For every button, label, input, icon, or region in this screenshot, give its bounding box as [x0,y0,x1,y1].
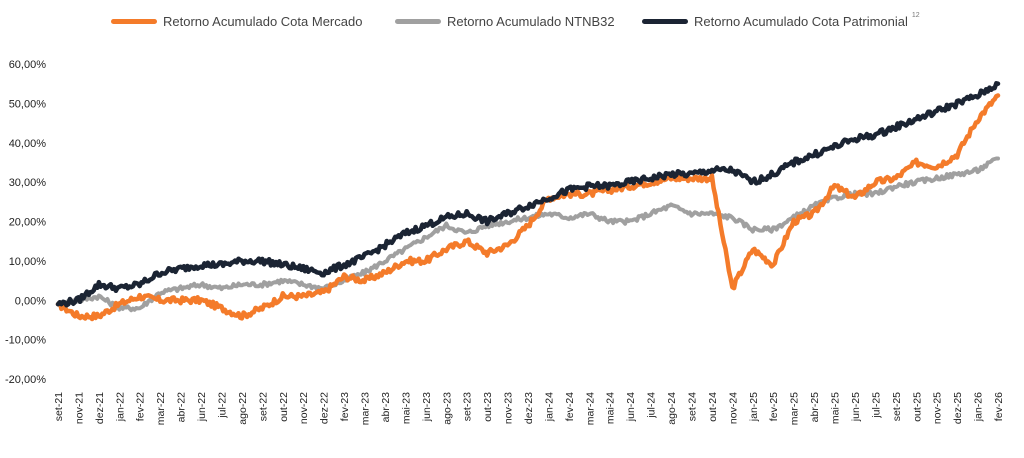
legend-item-cota-mercado: Retorno Acumulado Cota Mercado [111,11,362,31]
x-tick-label: nov-24 [727,392,739,424]
x-axis: set-21 nov-21 dez-21 jan-22 fev-22 mar-22 abr-… [53,392,1005,425]
y-tick-label: 0,00% [15,295,46,307]
x-tick-label: mai-23 [400,392,412,424]
legend-item-ntnb32: Retorno Acumulado NTNB32 [395,11,615,31]
x-tick-label: fev-25 [768,392,780,421]
x-tick-label: mar-23 [360,392,372,425]
x-tick-label: mar-24 [584,392,596,425]
y-tick-label: 20,00% [9,217,47,229]
x-tick-label: nov-25 [932,392,944,424]
x-tick-label: dez-22 [319,392,331,424]
x-tick-label: jul-24 [646,392,658,419]
x-tick-label: set-24 [686,392,698,421]
x-tick-label: mar-25 [789,392,801,425]
y-tick-label: 30,00% [9,177,47,189]
legend-label-ntnb32: Retorno Acumulado NTNB32 [447,13,615,29]
y-tick-label: 40,00% [9,138,47,150]
x-tick-label: ago-24 [666,392,678,425]
legend-label-cota-patrimonial: Retorno Acumulado Cota Patrimonial [694,13,908,29]
x-tick-label: out-23 [482,392,494,422]
x-tick-label: nov-22 [298,392,310,424]
x-tick-label: jun-24 [625,392,637,422]
y-tick-label: -20,00% [5,374,46,386]
y-axis: 60,00% 50,00% 40,00% 30,00% 20,00% 10,00% 0,00… [5,59,46,386]
y-tick-label: 60,00% [9,59,47,71]
x-tick-label: ago-22 [237,392,249,425]
x-tick-label: jan-25 [748,392,760,422]
x-tick-label: nov-23 [503,392,515,424]
x-tick-label: dez-23 [523,392,535,424]
x-tick-label: fev-22 [135,392,147,421]
x-tick-label: set-23 [462,392,474,421]
x-tick-label: set-25 [891,392,903,421]
x-tick-label: mar-22 [155,392,167,425]
x-tick-label: out-24 [707,392,719,422]
x-tick-label: jun-23 [421,392,433,422]
x-tick-label: ago-23 [441,392,453,425]
x-tick-label: abr-22 [176,392,188,423]
x-tick-label: set-21 [53,392,65,421]
x-tick-label: jun-22 [196,392,208,422]
x-tick-label: out-25 [911,392,923,422]
x-tick-label: jul-25 [870,392,882,419]
legend-swatch-ntnb32 [395,18,441,24]
x-tick-label: dez-25 [952,392,964,424]
x-tick-label: nov-21 [73,392,85,424]
x-tick-label: mai-24 [605,392,617,424]
series-line-ntnb32 [56,156,1000,313]
x-tick-label: set-22 [257,392,269,421]
legend-item-cota-patrimonial: Retorno Acumulado Cota Patrimonial 12 [642,11,920,31]
legend-swatch-cota-mercado [111,18,157,24]
x-tick-label: jun-25 [850,392,862,422]
x-tick-label: fev-26 [993,392,1005,421]
legend-swatch-cota-patrimonial [642,18,688,24]
legend-footnote: 12 [911,11,920,19]
x-tick-label: mai-25 [830,392,842,424]
y-tick-label: -10,00% [5,335,46,347]
x-tick-label: fev-23 [339,392,351,421]
y-tick-label: 10,00% [9,256,47,268]
x-tick-label: jan-22 [114,392,126,422]
x-tick-label: dez-21 [94,392,106,424]
y-tick-label: 50,00% [9,98,47,110]
series-line-cota-mercado [55,93,1001,322]
x-tick-label: abr-25 [809,392,821,423]
x-tick-label: jan-24 [543,392,555,422]
legend-label-cota-mercado: Retorno Acumulado Cota Mercado [163,13,363,29]
x-tick-label: jan-26 [973,392,985,422]
x-tick-label: fev-24 [564,392,576,421]
legend: Retorno Acumulado Cota Mercado Retorno A… [0,11,1024,31]
series-layer [55,81,1001,322]
x-tick-label: abr-23 [380,392,392,423]
x-tick-label: jul-22 [216,392,228,419]
x-tick-label: out-22 [278,392,290,422]
series-line-cota-patrimonial [55,81,1001,308]
